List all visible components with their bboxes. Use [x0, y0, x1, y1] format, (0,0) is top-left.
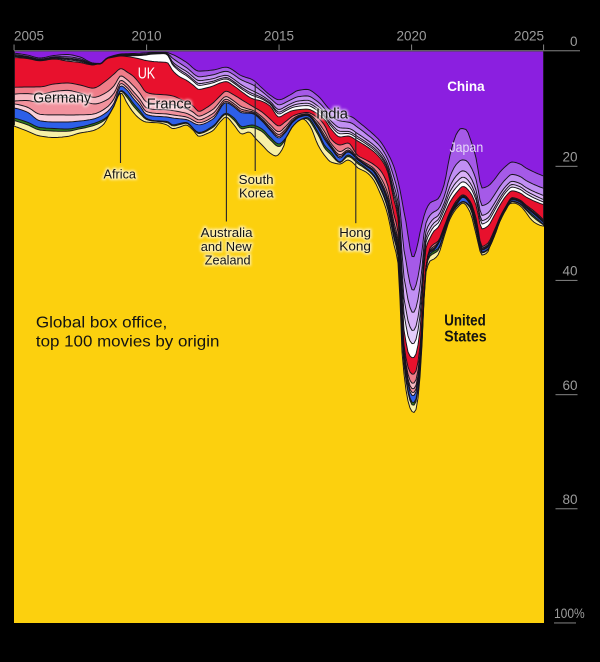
svg-text:Africa: Africa — [104, 167, 137, 182]
svg-text:France: France — [147, 96, 192, 112]
svg-text:Korea: Korea — [239, 186, 274, 201]
svg-text:France: France — [147, 96, 192, 112]
svg-text:20: 20 — [562, 150, 577, 165]
svg-text:top 100 movies by origin: top 100 movies by origin — [36, 333, 220, 350]
svg-text:States: States — [444, 329, 487, 346]
svg-text:Germany: Germany — [33, 91, 91, 107]
svg-text:and New: and New — [201, 239, 253, 254]
svg-text:2015: 2015 — [264, 29, 294, 44]
svg-text:Australia: Australia — [201, 225, 254, 240]
svg-text:and New: and New — [201, 239, 253, 254]
svg-text:India: India — [316, 106, 349, 122]
svg-text:2025: 2025 — [514, 29, 544, 44]
svg-text:80: 80 — [562, 492, 577, 507]
svg-text:40: 40 — [562, 264, 577, 279]
svg-text:South: South — [239, 172, 274, 187]
svg-text:Africa: Africa — [104, 167, 137, 182]
svg-text:Hong: Hong — [339, 225, 371, 240]
svg-text:Hong: Hong — [339, 225, 371, 240]
svg-text:Zealand: Zealand — [205, 253, 251, 268]
svg-text:South: South — [239, 172, 274, 187]
svg-text:India: India — [316, 106, 349, 122]
svg-text:Australia: Australia — [201, 225, 254, 240]
svg-text:Korea: Korea — [239, 186, 274, 201]
svg-text:China: China — [447, 78, 485, 94]
svg-text:2020: 2020 — [396, 29, 426, 44]
svg-text:2010: 2010 — [131, 29, 161, 44]
svg-text:Kong: Kong — [339, 239, 371, 254]
svg-text:Global box office,: Global box office, — [36, 315, 167, 332]
svg-text:2005: 2005 — [14, 29, 44, 44]
svg-text:0: 0 — [570, 34, 578, 49]
svg-text:60: 60 — [562, 378, 577, 393]
svg-text:United: United — [444, 313, 486, 330]
svg-text:UK: UK — [138, 66, 156, 83]
svg-text:Japan: Japan — [450, 139, 484, 155]
svg-text:100%: 100% — [554, 606, 585, 621]
svg-text:Zealand: Zealand — [205, 253, 251, 268]
svg-text:Kong: Kong — [339, 239, 371, 254]
svg-text:Germany: Germany — [33, 91, 91, 107]
